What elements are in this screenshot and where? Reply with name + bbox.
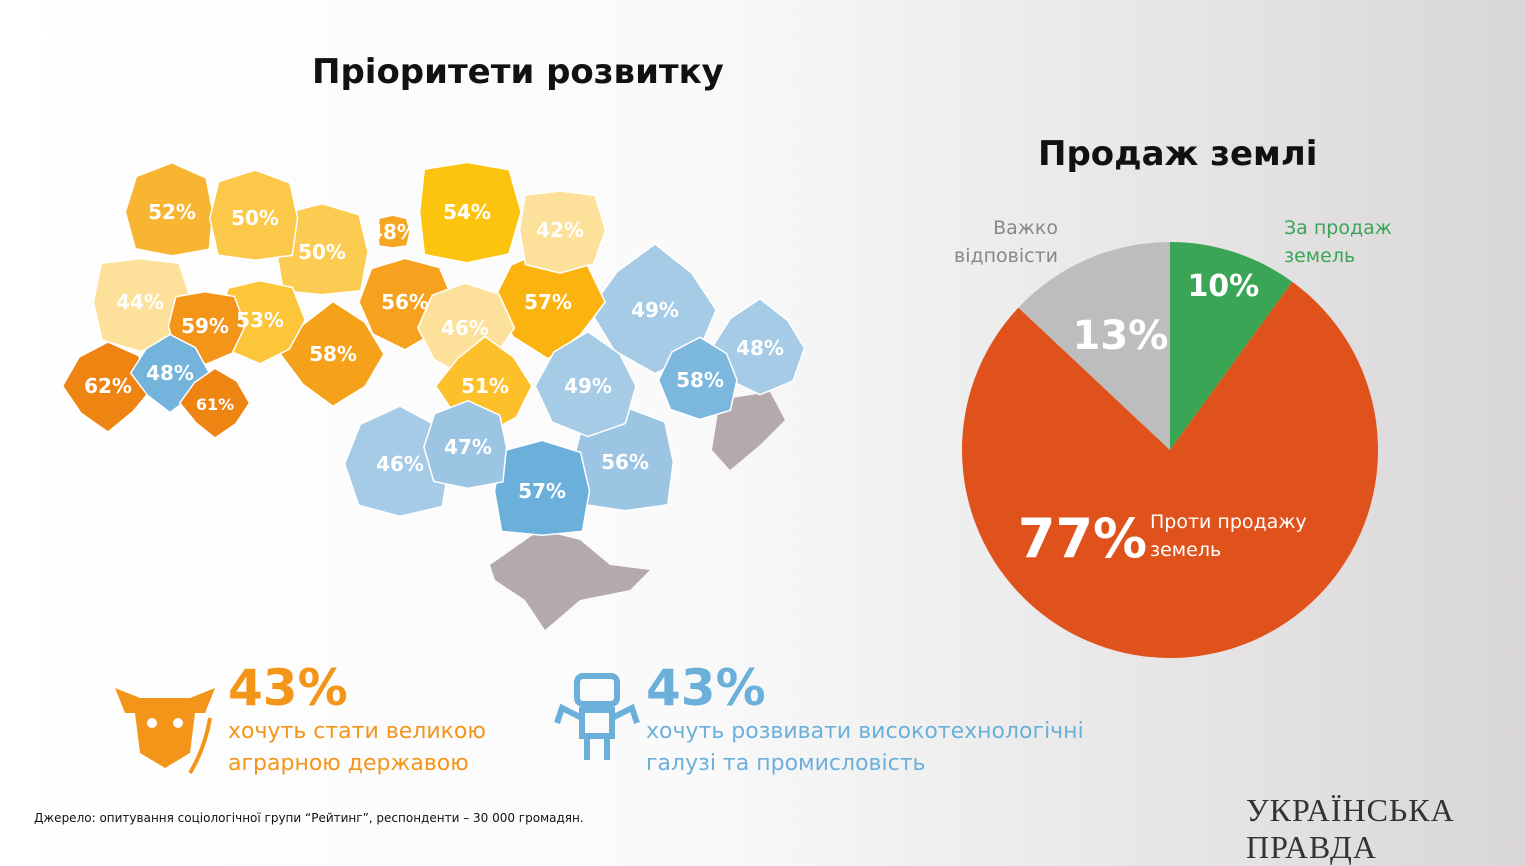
region: [343, 405, 450, 518]
region-label: 42%: [536, 218, 584, 242]
region: [423, 399, 508, 490]
region: [61, 341, 155, 434]
region-label: 53%: [236, 308, 284, 332]
region-label: 57%: [518, 479, 566, 503]
region-label: 44%: [116, 290, 164, 314]
region: [418, 161, 522, 264]
region-label: 48%: [369, 220, 417, 244]
region: [178, 367, 251, 440]
region: [518, 190, 607, 274]
region-label: 47%: [444, 435, 492, 459]
region-label: 58%: [676, 368, 724, 392]
stat-text: хочуть розвивати високотехнологічні галу…: [646, 719, 1084, 776]
region: [657, 336, 738, 421]
region: [209, 169, 299, 261]
source: Джерело: опитування соціологічної групи …: [34, 811, 584, 825]
region: [493, 439, 591, 536]
cow-icon: [115, 688, 215, 775]
region-label: 50%: [231, 206, 279, 230]
region-label: 48%: [146, 361, 194, 385]
region-label: 50%: [298, 240, 346, 264]
region-label: 52%: [148, 200, 196, 224]
map: 52% 50% 50% 48% 54% 42% 44% 59% 53% 56% 46% 57% 62% 4…: [61, 161, 806, 630]
crimea: [490, 530, 650, 630]
region-label: 48%: [736, 336, 784, 360]
region-label: 62%: [84, 374, 132, 398]
region-label: 51%: [461, 374, 509, 398]
region: [376, 214, 411, 249]
pie-slice: [1170, 242, 1293, 450]
region-label: 46%: [376, 452, 424, 476]
stat-value: 43%: [646, 659, 766, 717]
region-label: 59%: [181, 314, 229, 338]
region-label: 54%: [443, 200, 491, 224]
map-title: Пріоритети розвитку: [312, 52, 724, 92]
pie-value-label: 77%: [1018, 507, 1147, 570]
pie-title: Продаж землі: [1038, 134, 1318, 174]
legend-label: За продаж земель: [1284, 217, 1392, 267]
stat: 43% хочуть стати великою аграрною державо…: [228, 660, 498, 780]
robot-icon: [554, 673, 640, 760]
region-label: 58%: [309, 342, 357, 366]
stat: 43% хочуть розвивати високотехнологічні г…: [646, 660, 1086, 780]
region-label: 57%: [524, 290, 572, 314]
logo: УКРАЇНСЬКА ПРАВДА: [1246, 792, 1455, 865]
region-label: 61%: [196, 395, 234, 414]
legend-label: Важко відповісти: [954, 217, 1058, 267]
region-label: 49%: [631, 298, 679, 322]
pie-slice: [1018, 242, 1170, 450]
region-label: 56%: [381, 290, 429, 314]
stat-value: 43%: [228, 659, 348, 717]
region-label: 56%: [601, 450, 649, 474]
region-label: 46%: [441, 316, 489, 340]
region: [534, 330, 637, 438]
pie-chart: 10% 77% 13%: [962, 242, 1378, 658]
pie-value-label: 13%: [1073, 313, 1169, 359]
stat-text: хочуть стати великою аграрною державою: [228, 719, 486, 776]
pie-slice: [962, 281, 1378, 658]
region-label: 49%: [564, 374, 612, 398]
occupied-area: [712, 392, 785, 470]
region: [124, 161, 214, 257]
legend-label: Проти продажу земель: [1150, 511, 1307, 561]
pie-value-label: 10%: [1187, 269, 1259, 304]
